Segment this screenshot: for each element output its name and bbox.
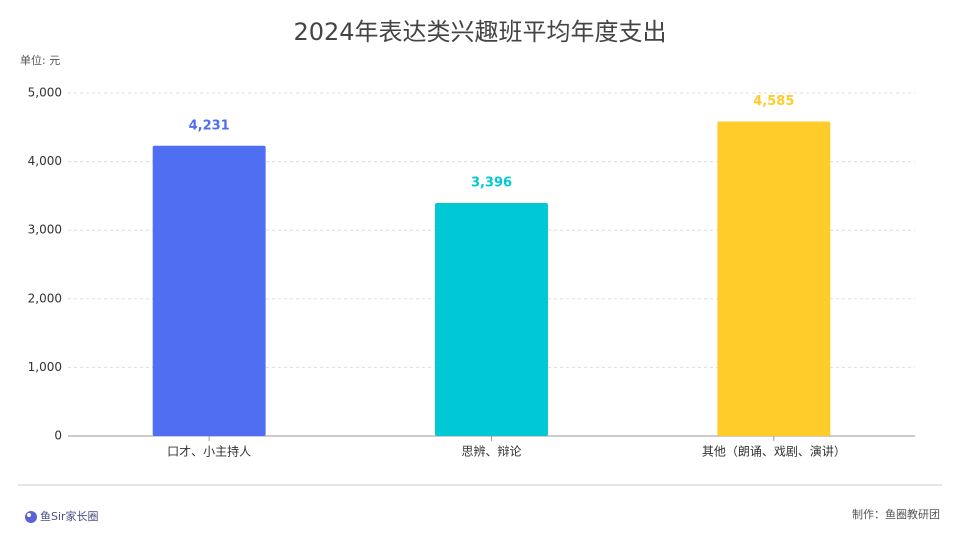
data-label: 4,585 — [753, 94, 794, 109]
x-tick-label: 思辨、辩论 — [461, 445, 521, 459]
data-label: 4,231 — [189, 118, 230, 133]
bar — [152, 145, 266, 436]
footer-brand: 鱼Sir家长圈 — [40, 509, 99, 523]
y-tick-label: 2,000 — [28, 291, 62, 305]
data-label: 3,396 — [471, 176, 512, 191]
y-tick-label: 3,000 — [28, 223, 62, 237]
bar — [435, 203, 548, 436]
footer-credit: 制作：鱼圈教研团 — [852, 507, 940, 521]
y-tick-label: 4,000 — [28, 154, 62, 168]
y-tick-label: 0 — [54, 429, 62, 443]
bar — [717, 121, 831, 437]
unit-label: 单位: 元 — [20, 53, 60, 67]
brand-logo — [25, 511, 37, 523]
x-tick-label: 其他（朗诵、戏剧、演讲） — [702, 444, 846, 459]
y-tick-label: 5,000 — [28, 86, 62, 100]
x-tick-label: 口才、小主持人 — [167, 444, 251, 459]
y-tick-label: 1,000 — [28, 360, 62, 374]
chart-title: 2024年表达类兴趣班平均年度支出 — [293, 18, 666, 46]
